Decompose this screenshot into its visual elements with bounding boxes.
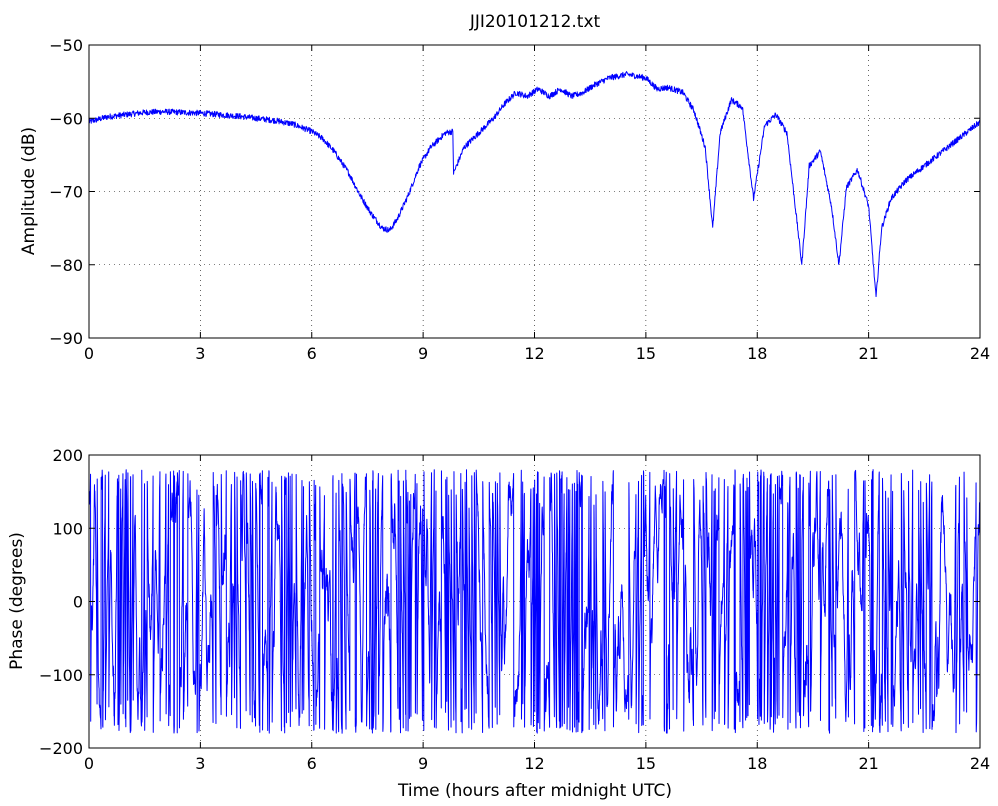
amplitude-line bbox=[88, 71, 981, 298]
phase-y-tick-label: −100 bbox=[39, 666, 83, 685]
phase-x-tick-label: 15 bbox=[636, 754, 656, 773]
phase-x-tick-label: 18 bbox=[747, 754, 767, 773]
phase-x-tick-label: 9 bbox=[418, 754, 428, 773]
amplitude-x-tick-label: 15 bbox=[636, 344, 656, 363]
amplitude-y-tick-label: −50 bbox=[49, 36, 83, 55]
phase-x-tick-label: 12 bbox=[524, 754, 544, 773]
phase-y-tick-label: 100 bbox=[52, 519, 83, 538]
phase-series bbox=[88, 469, 981, 734]
amplitude-x-tick-label: 21 bbox=[858, 344, 878, 363]
phase-ticks: 0 3 6 9 12 15 18 21 24 −200 −100 0 100 200 bbox=[39, 446, 990, 773]
phase-y-tick-label: −200 bbox=[39, 739, 83, 758]
phase-x-tick-label: 24 bbox=[970, 754, 990, 773]
amplitude-x-tick-label: 0 bbox=[84, 344, 94, 363]
amplitude-ticks: 0 3 6 9 12 15 18 21 24 −90 −80 −70 −60 −50 bbox=[49, 36, 990, 363]
phase-plot: 0 3 6 9 12 15 18 21 24 −200 −100 0 100 200 Phase (deg… bbox=[7, 446, 990, 801]
phase-x-tick-label: 3 bbox=[195, 754, 205, 773]
phase-x-tick-label: 0 bbox=[84, 754, 94, 773]
amplitude-grid bbox=[89, 45, 980, 338]
amplitude-x-tick-label: 9 bbox=[418, 344, 428, 363]
phase-y-tick-label: 200 bbox=[52, 446, 83, 465]
amplitude-x-tick-label: 6 bbox=[307, 344, 317, 363]
amplitude-series bbox=[88, 71, 981, 298]
phase-x-tick-label: 21 bbox=[858, 754, 878, 773]
amplitude-x-tick-label: 3 bbox=[195, 344, 205, 363]
amplitude-y-tick-label: −70 bbox=[49, 183, 83, 202]
plot-title: JJI20101212.txt bbox=[469, 12, 601, 32]
phase-line bbox=[88, 469, 981, 734]
phase-y-tick-label: 0 bbox=[73, 593, 83, 612]
amplitude-y-label: Amplitude (dB) bbox=[19, 127, 39, 255]
amplitude-y-tick-label: −80 bbox=[49, 256, 83, 275]
amplitude-x-tick-label: 18 bbox=[747, 344, 767, 363]
phase-x-label: Time (hours after midnight UTC) bbox=[397, 781, 672, 801]
amplitude-y-tick-label: −60 bbox=[49, 109, 83, 128]
phase-x-tick-label: 6 bbox=[307, 754, 317, 773]
amplitude-y-tick-label: −90 bbox=[49, 329, 83, 348]
amplitude-plot: JJI20101212.txt 0 3 6 9 12 15 18 21 24 −90 −80 −70 −… bbox=[19, 12, 990, 363]
phase-y-label: Phase (degrees) bbox=[7, 532, 27, 670]
amplitude-x-tick-label: 24 bbox=[970, 344, 990, 363]
amplitude-x-tick-label: 12 bbox=[524, 344, 544, 363]
